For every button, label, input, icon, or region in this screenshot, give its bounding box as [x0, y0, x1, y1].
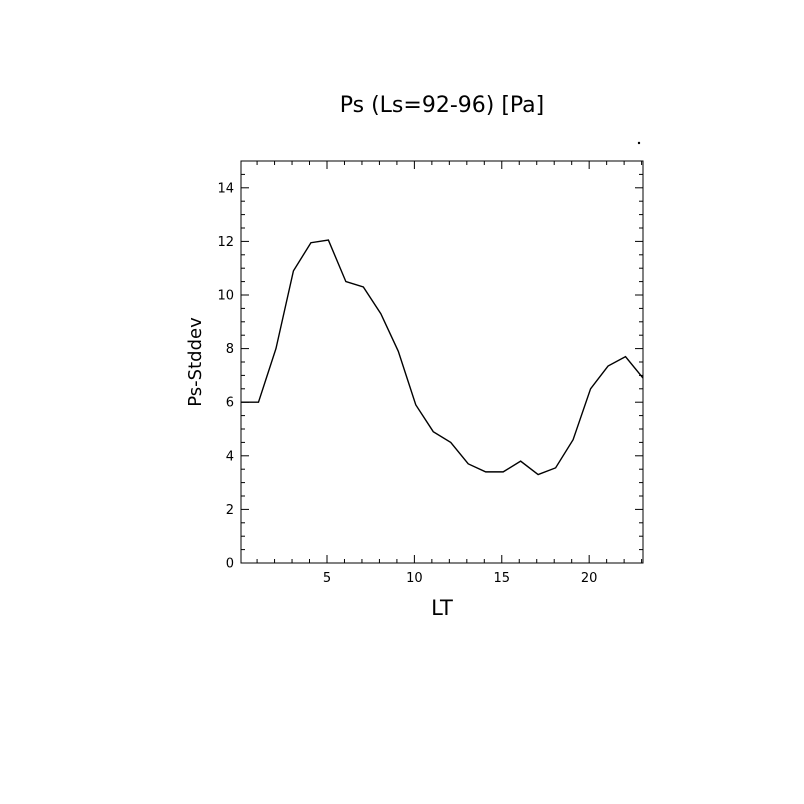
x-tick-label: 20 [581, 571, 598, 586]
chart-title: Ps (Ls=92-96) [Pa] [340, 93, 545, 118]
x-axis-ticks: 5 10 15 20 [256, 161, 643, 586]
x-tick-label: 5 [323, 571, 331, 586]
y-tick-label: 4 [226, 449, 234, 464]
y-tick-label: 8 [226, 342, 234, 357]
y-axis-ticks: 0 2 4 6 8 10 12 14 [217, 160, 643, 572]
y-tick-label: 2 [226, 503, 234, 518]
series-line [241, 239, 644, 476]
x-tick-label: 10 [406, 571, 423, 586]
y-tick-label: 14 [217, 181, 234, 196]
x-axis-label: LT [431, 596, 453, 620]
y-tick-label: 10 [217, 289, 234, 304]
y-tick-label: 6 [226, 396, 234, 411]
y-tick-label: 0 [226, 557, 234, 572]
y-axis-label: Ps-Stddev [185, 317, 206, 407]
x-tick-label: 15 [494, 571, 511, 586]
corner-dot [637, 141, 641, 145]
y-tick-label: 12 [217, 235, 234, 250]
